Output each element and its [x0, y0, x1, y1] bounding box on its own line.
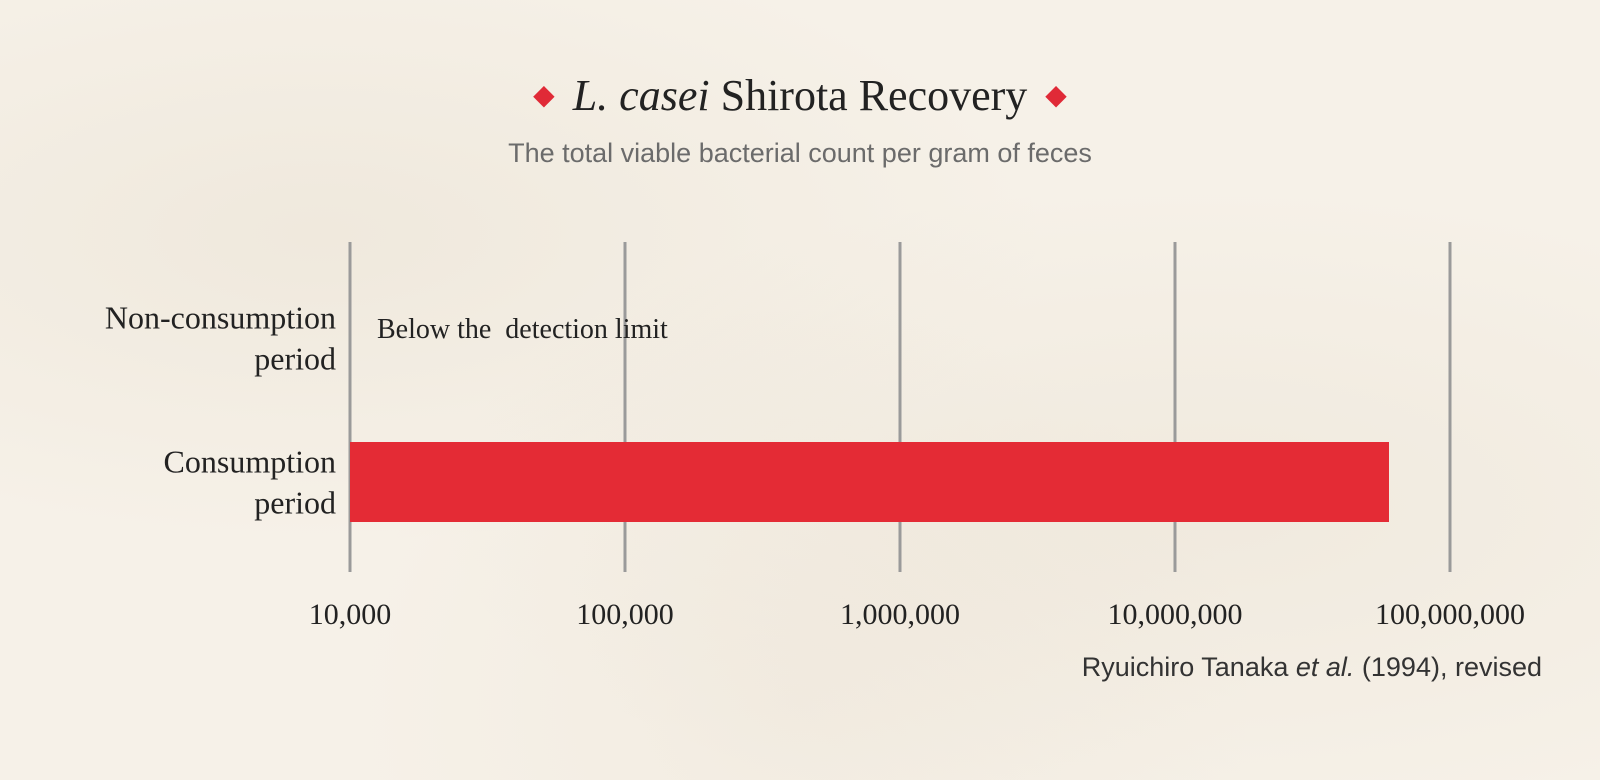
tick-label: 100,000: [576, 598, 674, 631]
source-rest: (1994), revised: [1354, 652, 1542, 682]
category-label-line: Consumption: [164, 444, 336, 480]
category-label-line: period: [254, 341, 336, 377]
source-italic: et al.: [1295, 652, 1355, 682]
tick-label: 1,000,000: [840, 598, 960, 631]
source-citation: Ryuichiro Tanaka et al. (1994), revised: [1082, 652, 1542, 683]
source-author: Ryuichiro Tanaka: [1081, 652, 1296, 682]
tick-label: 100,000,000: [1375, 598, 1525, 631]
title-rest: Shirota Recovery: [720, 71, 1028, 120]
title-italic: L. casei: [572, 71, 710, 120]
bar: [350, 442, 1389, 522]
category-label: Non-consumption period: [105, 300, 336, 377]
category-label: Consumption period: [164, 444, 336, 521]
chart-subtitle: The total viable bacterial count per gra…: [508, 138, 1092, 168]
tick-label: 10,000,000: [1108, 598, 1243, 631]
chart-title: ◆ L. casei Shirota Recovery ◆: [0, 68, 1600, 124]
diamond-icon: ◆: [1045, 80, 1067, 111]
annotation-label: Below the detection limit: [377, 314, 668, 345]
tick-label: 10,000: [309, 598, 392, 631]
category-label-line: Non-consumption: [105, 300, 336, 336]
category-label-line: period: [254, 485, 336, 521]
diamond-icon: ◆: [533, 80, 555, 111]
